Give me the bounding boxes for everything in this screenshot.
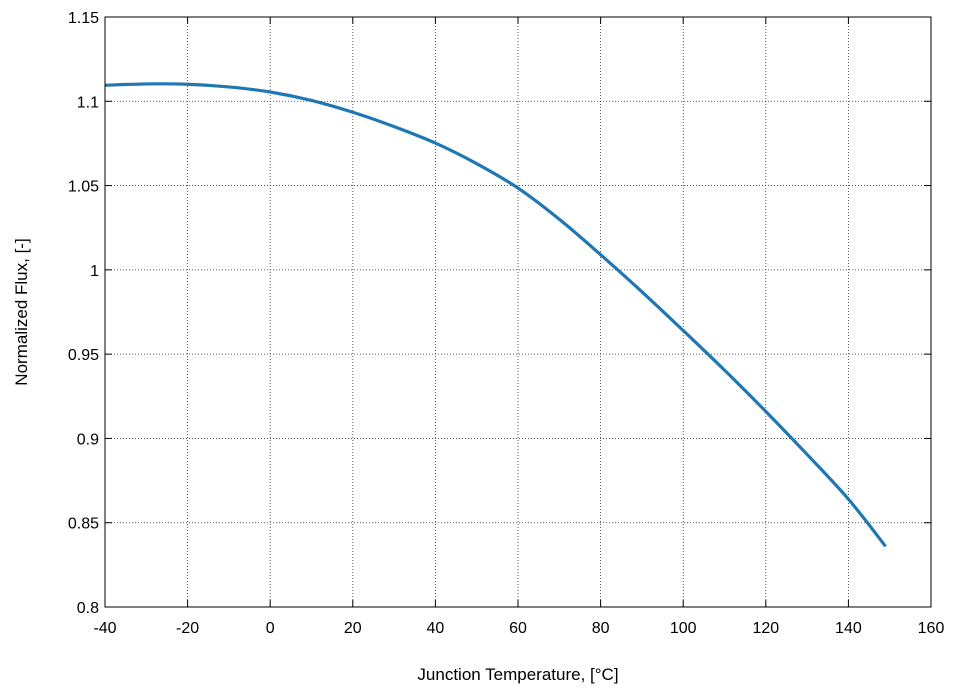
series-layer	[104, 82, 887, 548]
x-tick-label: 0	[266, 620, 275, 637]
series-line	[104, 82, 887, 548]
y-axis-label: Normalized Flux, [-]	[12, 238, 31, 385]
y-axis-tick-labels: 0.8 0.85 0.9 0.95 1 1.05 1.1 1.15	[68, 10, 99, 617]
x-tick-label: 140	[835, 620, 862, 637]
x-tick-label: 160	[918, 620, 945, 637]
axis-ticks	[104, 16, 932, 608]
x-tick-label: 80	[592, 620, 610, 637]
x-tick-label: 20	[344, 620, 362, 637]
x-axis-label: Junction Temperature, [°C]	[417, 665, 618, 684]
x-tick-label: -40	[93, 620, 116, 637]
x-axis-tick-labels: -40 -20 0 20 40 60 80 100 120 140 160	[93, 620, 944, 637]
grid	[105, 17, 931, 607]
y-tick-label: 0.85	[68, 516, 99, 533]
y-tick-label: 1.1	[77, 94, 99, 111]
y-tick-label: 1	[90, 263, 99, 280]
y-tick-label: 1.05	[68, 179, 99, 196]
y-tick-label: 0.9	[77, 431, 99, 448]
y-tick-label: 0.8	[77, 600, 99, 617]
y-tick-label: 1.15	[68, 10, 99, 27]
x-tick-label: 120	[752, 620, 779, 637]
y-tick-label: 0.95	[68, 347, 99, 364]
x-tick-label: 60	[509, 620, 527, 637]
x-tick-label: -20	[176, 620, 199, 637]
x-tick-label: 100	[670, 620, 697, 637]
x-tick-label: 40	[427, 620, 445, 637]
